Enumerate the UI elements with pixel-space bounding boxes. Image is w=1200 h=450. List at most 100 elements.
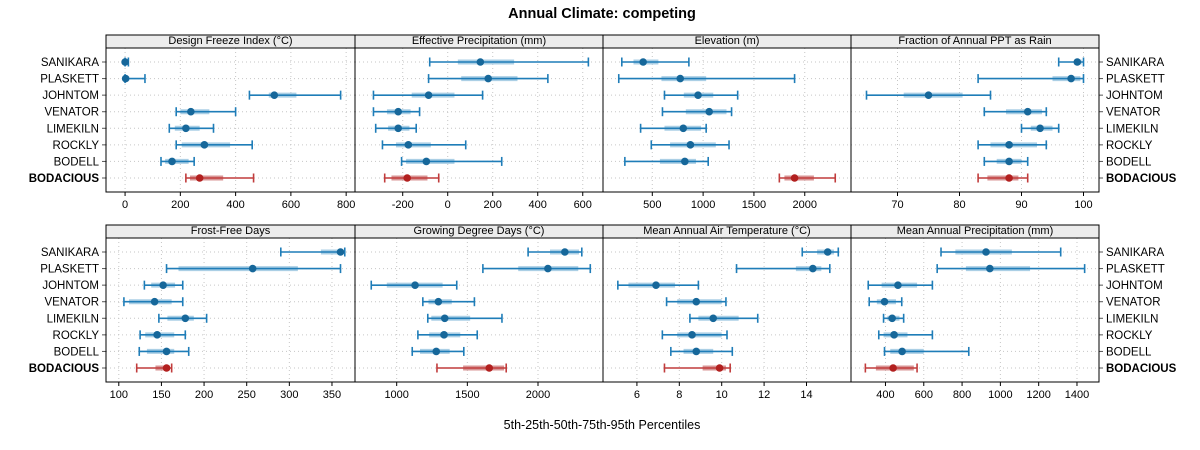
median-dot — [1067, 74, 1075, 83]
x-tick-label: 800 — [337, 199, 355, 211]
median-dot — [639, 58, 647, 66]
series-sanikara — [280, 247, 346, 257]
x-tick-label: 100 — [1074, 199, 1092, 211]
series-limekiln — [689, 313, 759, 323]
median-dot — [484, 74, 493, 83]
x-tick-label: 6 — [634, 389, 640, 401]
x-tick-label: 800 — [953, 389, 971, 401]
series-johntom — [865, 90, 992, 100]
series-plaskett — [165, 264, 342, 274]
median-dot — [681, 157, 689, 166]
x-tick-label: 0 — [445, 199, 451, 211]
site-label-right-venator: VENATOR — [1106, 107, 1161, 119]
series-venator — [665, 297, 727, 307]
x-tick-label: 10 — [716, 389, 728, 401]
x-tick-label: 1400 — [1065, 389, 1089, 401]
panel-strip-title: Design Freeze Index (°C) — [168, 35, 292, 47]
median-dot — [652, 281, 660, 289]
site-label-left-sanikara: SANIKARA — [41, 57, 99, 69]
median-dot — [809, 264, 817, 273]
panel-strip-title: Fraction of Annual PPT as Rain — [898, 35, 1051, 47]
median-dot — [898, 347, 906, 356]
series-bodacious — [864, 363, 918, 373]
median-dot — [894, 281, 902, 289]
site-label-left-bodell: BODELL — [54, 156, 100, 168]
series-limekiln — [426, 313, 503, 323]
x-axis-label: 5th-25th-50th-75th-95th Percentiles — [504, 418, 701, 432]
median-dot — [162, 347, 171, 356]
series-rockly — [381, 140, 467, 150]
site-label-right-johntom: JOHNTOM — [1106, 90, 1163, 102]
site-label-left-bodacious: BODACIOUS — [29, 173, 100, 185]
site-label-right-bodacious: BODACIOUS — [1106, 363, 1177, 375]
series-rockly — [977, 140, 1048, 150]
series-bodell — [411, 346, 465, 356]
series-venator — [983, 107, 1048, 117]
median-dot — [121, 58, 129, 66]
median-dot — [162, 364, 171, 372]
x-tick-label: 200 — [195, 389, 213, 401]
median-dot — [823, 248, 832, 256]
median-dot — [200, 141, 209, 149]
panel-fraction-of-annual-ppt-as-rain: Fraction of Annual PPT as Rain 70 80 90 100 — [850, 34, 1103, 211]
median-dot — [159, 281, 167, 289]
median-dot — [705, 107, 714, 116]
series-plaskett — [735, 264, 831, 274]
x-tick-label: 1200 — [1026, 389, 1050, 401]
median-dot — [692, 347, 701, 356]
x-tick-label: 8 — [676, 389, 682, 401]
series-plaskett — [977, 74, 1085, 84]
series-sanikara — [428, 57, 590, 67]
site-label-right-sanikara: SANIKARA — [1106, 247, 1164, 259]
series-johntom — [372, 90, 484, 100]
site-label-right-bodell: BODELL — [1106, 346, 1152, 358]
series-rockly — [417, 330, 479, 340]
x-tick-label: 400 — [529, 199, 547, 211]
series-johntom — [370, 280, 458, 290]
median-dot — [888, 314, 896, 323]
x-tick-label: 300 — [280, 389, 298, 401]
x-tick-label: 150 — [152, 389, 170, 401]
series-venator — [422, 297, 476, 307]
median-dot — [880, 297, 889, 306]
series-plaskett — [936, 264, 1086, 274]
median-dot — [432, 347, 441, 356]
median-dot — [153, 331, 161, 339]
series-plaskett — [427, 74, 549, 84]
site-label-right-limekiln: LIMEKILN — [1106, 313, 1158, 325]
median-dot — [688, 331, 696, 339]
median-dot — [403, 174, 412, 182]
series-rockly — [877, 330, 934, 340]
series-bodacious — [135, 363, 173, 373]
panel-area: Design Freeze Index (°C)0 200 400 600 800Eff… — [29, 34, 1177, 401]
site-label-left-rockly: ROCKLY — [53, 330, 100, 342]
series-bodell — [624, 156, 709, 166]
series-limekiln — [1020, 123, 1060, 133]
series-plaskett — [121, 74, 146, 84]
site-label-left-limekiln: LIMEKILN — [47, 123, 99, 135]
x-tick-label: 200 — [484, 199, 502, 211]
median-dot — [476, 58, 485, 66]
x-tick-label: 2000 — [526, 389, 550, 401]
series-plaskett — [617, 74, 796, 84]
median-dot — [270, 91, 279, 99]
x-tick-label: 70 — [891, 199, 903, 211]
site-label-left-bodell: BODELL — [54, 346, 100, 358]
median-dot — [715, 364, 724, 372]
median-dot — [248, 264, 257, 273]
x-tick-label: 400 — [226, 199, 244, 211]
median-dot — [424, 91, 433, 99]
x-tick-label: 1000 — [691, 199, 715, 211]
x-tick-label: 600 — [574, 199, 592, 211]
panel-mean-annual-air-temperature-c: Mean Annual Air Temperature (°C) 6 8 10 12 14 — [602, 224, 852, 401]
median-dot — [709, 314, 718, 323]
median-dot — [924, 91, 933, 99]
series-sanikara — [940, 247, 1062, 257]
site-label-right-venator: VENATOR — [1106, 297, 1161, 309]
series-bodacious — [977, 173, 1029, 183]
series-bodell — [138, 346, 190, 356]
median-dot — [890, 331, 898, 339]
series-sanikara — [121, 57, 130, 67]
x-tick-label: -200 — [392, 199, 414, 211]
